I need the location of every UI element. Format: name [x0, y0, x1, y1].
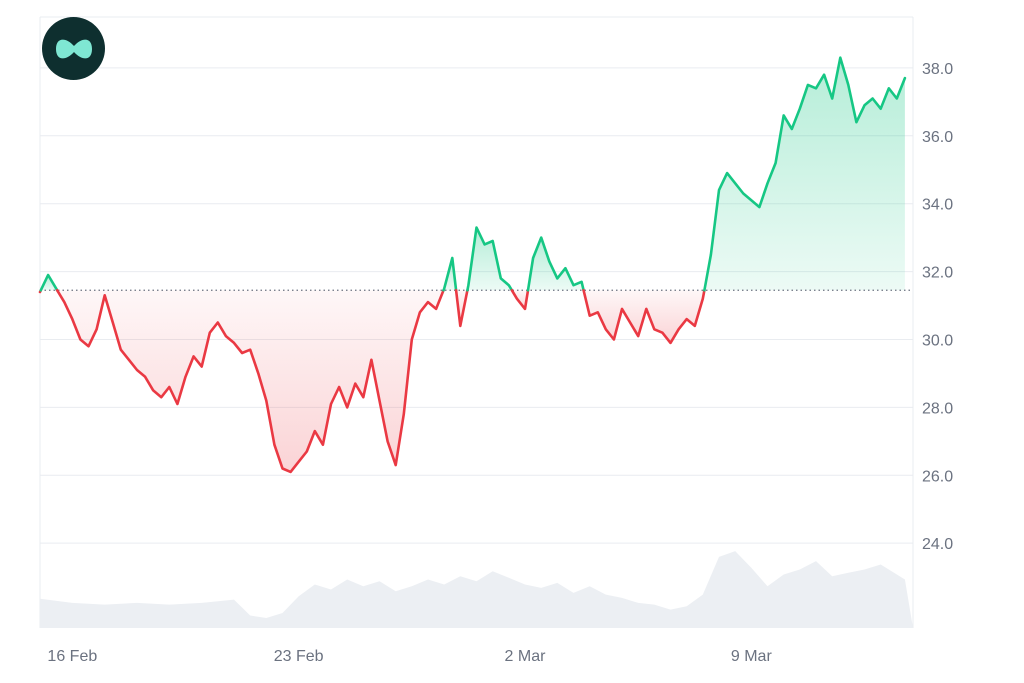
x-tick-label: 2 Mar [505, 648, 547, 665]
price-area-above-baseline-5 [467, 227, 512, 291]
y-axis-ticks: 24.0 26.0 28.0 30.0 32.0 34.0 36.0 38.0 [922, 61, 953, 553]
y-tick-label: 32.0 [922, 265, 953, 282]
x-tick-label: 16 Feb [47, 648, 97, 665]
y-tick-label: 36.0 [922, 129, 953, 146]
volume-area [40, 551, 913, 628]
price-lines [38, 56, 907, 474]
price-area-below-baseline-2 [57, 290, 444, 472]
price-line-down-8 [582, 289, 706, 345]
x-tick-label: 9 Mar [731, 648, 773, 665]
y-tick-label: 28.0 [922, 400, 953, 417]
y-tick-label: 34.0 [922, 197, 953, 214]
y-tick-label: 26.0 [922, 468, 953, 485]
price-line-up-5 [466, 226, 514, 292]
logo-glyph-icon [55, 39, 92, 58]
volume-area-shape [40, 551, 913, 628]
brand-logo-icon [42, 17, 105, 80]
price-line-up-3 [442, 256, 458, 292]
x-axis-ticks: 16 Feb 23 Feb 2 Mar 9 Mar [47, 648, 772, 665]
price-line-down-6 [510, 289, 530, 311]
price-area-above-baseline-7 [528, 237, 584, 291]
y-tick-label: 38.0 [922, 61, 953, 78]
price-line-up-9 [703, 56, 907, 292]
y-tick-label: 24.0 [922, 536, 953, 553]
price-area-above-baseline-1 [40, 275, 58, 291]
price-line-down-4 [454, 289, 469, 328]
x-tick-label: 23 Feb [274, 648, 324, 665]
price-line-up-7 [526, 236, 585, 292]
y-tick-label: 30.0 [922, 332, 953, 349]
price-line-down-2 [55, 289, 445, 474]
